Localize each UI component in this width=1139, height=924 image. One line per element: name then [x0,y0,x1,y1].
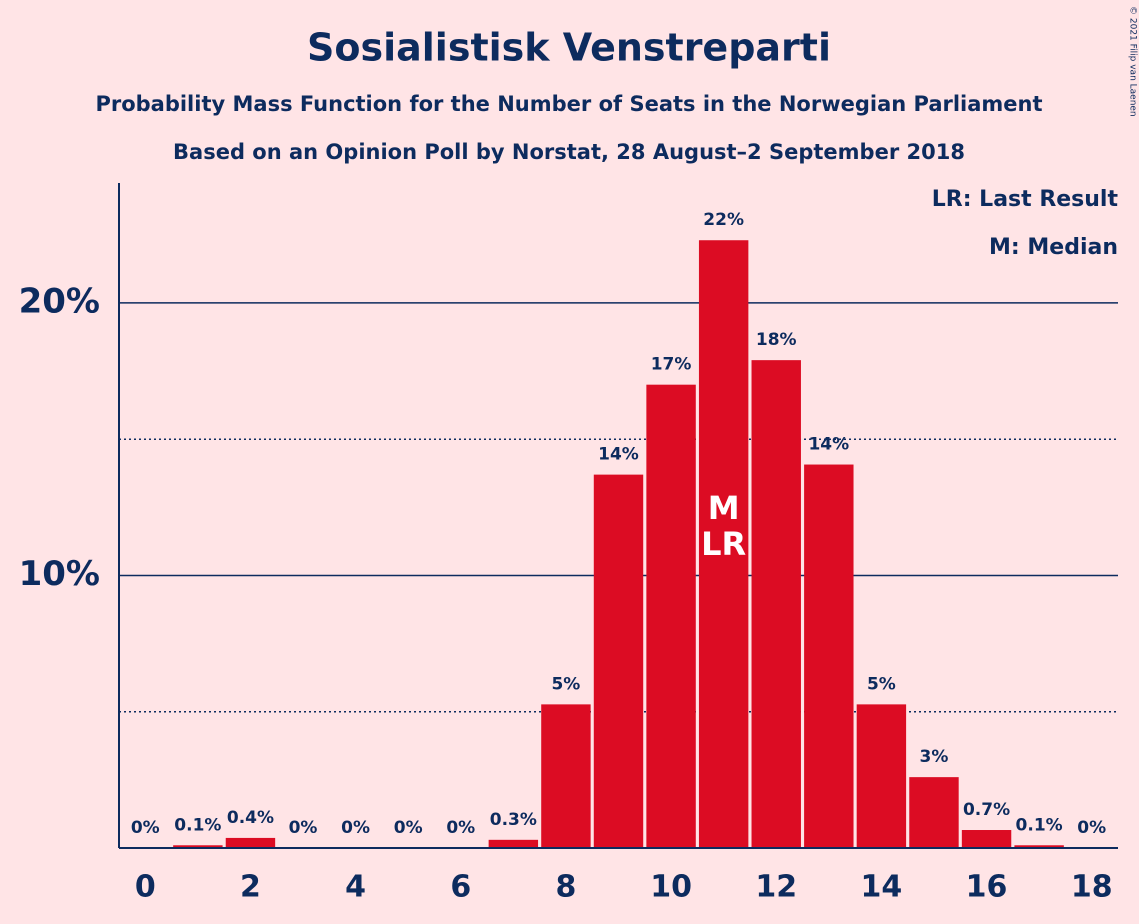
value-label: 22% [703,210,744,230]
value-label: 0% [394,818,423,838]
bar [1014,845,1064,848]
value-label: 0.7% [963,800,1010,820]
bar [173,845,223,848]
value-label: 0.3% [490,810,537,830]
value-label: 0% [131,818,160,838]
copyright: © 2021 Filip van Laenen [1128,6,1138,117]
x-tick-label: 0 [135,870,156,905]
bar [593,474,644,848]
value-label: 0.1% [174,815,221,835]
bar [961,830,1012,848]
chart-subtitle: Probability Mass Function for the Number… [95,92,1042,116]
x-tick-label: 18 [1071,870,1113,905]
x-tick-label: 16 [966,870,1008,905]
value-label: 0% [446,818,475,838]
value-label: 0% [341,818,370,838]
value-label: 0% [1077,818,1106,838]
y-tick-label: 10% [19,554,100,594]
bar [698,240,749,848]
bar [856,704,907,848]
value-label: 0.4% [227,808,274,828]
value-label: 3% [920,747,949,767]
x-tick-label: 6 [450,870,471,905]
value-label: 17% [651,355,692,375]
bar-annotation: LR [701,525,746,563]
bar [804,464,854,848]
x-tick-label: 14 [861,870,903,905]
value-label: 14% [808,435,849,455]
y-tick-label: 20% [19,281,100,321]
x-tick-label: 10 [650,870,692,905]
x-tick-label: 12 [755,870,797,905]
value-label: 5% [867,674,896,694]
value-label: 18% [756,330,797,350]
legend-entry: M: Median [989,235,1118,260]
bar-annotation: M [708,489,740,527]
x-tick-label: 2 [240,870,261,905]
chart-subtitle: Based on an Opinion Poll by Norstat, 28 … [173,140,965,164]
value-label: 0.1% [1016,815,1063,835]
bar [751,360,801,848]
x-tick-label: 8 [555,870,576,905]
bar [909,777,959,848]
bar [646,384,696,848]
value-label: 0% [289,818,318,838]
chart-title: Sosialistisk Venstreparti [307,26,831,70]
bar [225,837,276,848]
value-label: 14% [598,445,639,465]
value-label: 5% [551,674,580,694]
legend-entry: LR: Last Result [932,187,1119,212]
x-tick-label: 4 [345,870,366,905]
bar [541,704,591,848]
bar [488,839,539,848]
